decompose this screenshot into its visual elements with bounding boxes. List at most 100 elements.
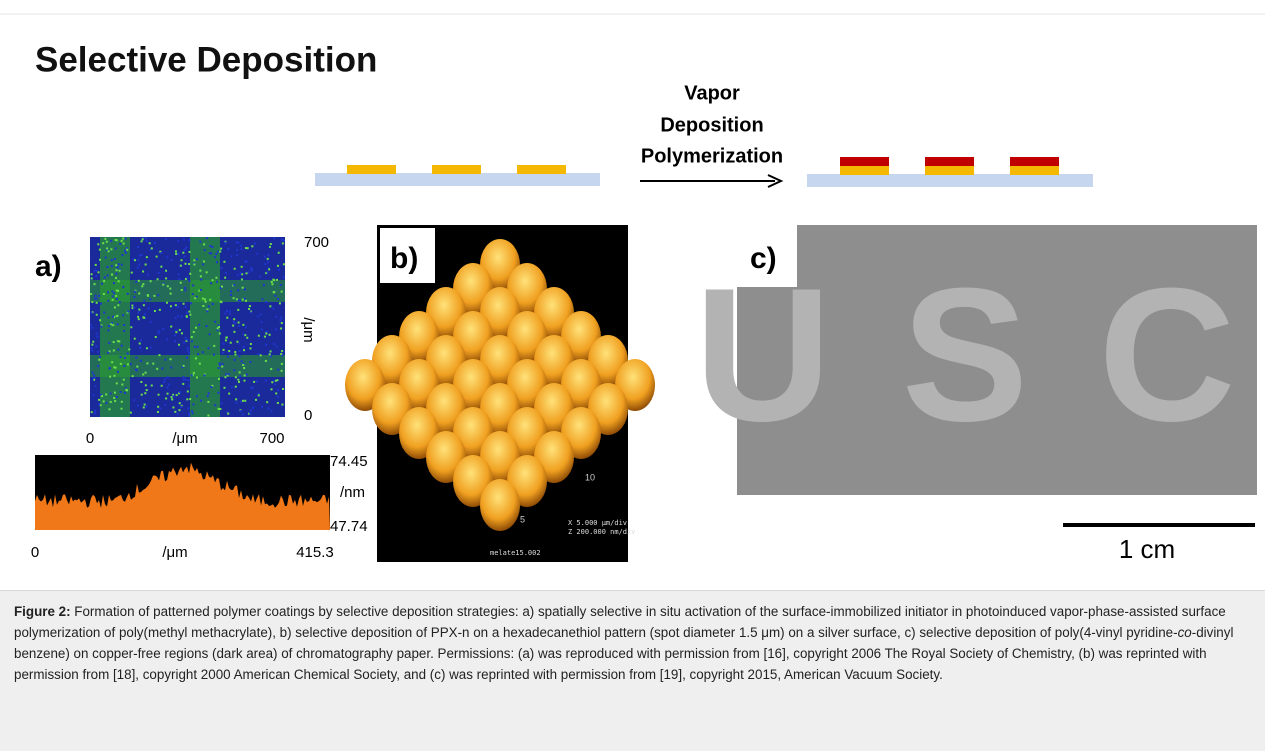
speck	[166, 387, 168, 389]
speck	[167, 376, 169, 378]
speck	[111, 274, 113, 276]
speck	[107, 291, 109, 293]
speck	[100, 303, 102, 305]
speck	[95, 270, 97, 272]
speck	[244, 298, 246, 300]
speck	[182, 376, 184, 378]
speck	[181, 315, 183, 317]
speck	[238, 343, 240, 345]
speck	[192, 404, 194, 406]
speck	[223, 261, 225, 263]
speck	[108, 408, 110, 410]
speck	[195, 327, 197, 329]
speck	[170, 366, 172, 368]
speck	[230, 294, 232, 296]
speck	[178, 273, 180, 275]
speck	[121, 401, 123, 403]
speck	[177, 306, 179, 308]
speck	[150, 280, 152, 282]
speck	[125, 389, 127, 391]
speck	[242, 400, 244, 402]
speck	[263, 284, 265, 286]
speck	[106, 266, 108, 268]
speck	[120, 356, 122, 358]
speck	[135, 281, 137, 283]
speck	[114, 306, 116, 308]
speck	[150, 321, 152, 323]
speck	[199, 270, 201, 272]
speck	[98, 359, 100, 361]
speck	[281, 350, 283, 352]
speck	[107, 329, 109, 331]
speck	[227, 248, 229, 250]
speck	[96, 333, 98, 335]
speck	[164, 404, 166, 406]
speck	[239, 375, 241, 377]
speck	[160, 252, 162, 254]
speck	[187, 350, 189, 352]
speck	[107, 300, 109, 302]
speck	[183, 239, 185, 241]
speck	[185, 306, 187, 308]
speck	[231, 386, 233, 388]
scale-bar-label: 1 cm	[1119, 534, 1175, 564]
speck	[110, 248, 112, 250]
speck	[119, 270, 121, 272]
speck	[277, 389, 279, 391]
speck	[98, 295, 100, 297]
speck	[179, 402, 181, 404]
speck	[270, 410, 272, 412]
speck	[219, 408, 221, 410]
speck	[90, 293, 92, 295]
speck	[123, 243, 125, 245]
speck	[140, 381, 142, 383]
speck	[278, 269, 280, 271]
speck	[192, 412, 194, 414]
speck	[225, 272, 227, 274]
speck	[181, 289, 183, 291]
speck	[157, 294, 159, 296]
speck	[246, 374, 248, 376]
speck	[212, 279, 214, 281]
speck	[143, 304, 145, 306]
figure: Selective Deposition Vapor Deposition Po…	[0, 0, 1265, 590]
speck	[105, 402, 107, 404]
speck	[233, 318, 235, 320]
speck	[234, 268, 236, 270]
speck	[194, 346, 196, 348]
speck	[186, 357, 188, 359]
speck	[117, 349, 119, 351]
speck	[117, 304, 119, 306]
speck	[114, 400, 116, 402]
speck	[266, 401, 268, 403]
speck	[240, 248, 242, 250]
speck	[113, 397, 115, 399]
speck	[241, 278, 243, 280]
afm-tick: 5	[520, 514, 525, 524]
speck	[115, 239, 117, 241]
speck	[261, 298, 263, 300]
speck	[186, 398, 188, 400]
axis-label: 0	[86, 430, 94, 447]
speck	[144, 404, 146, 406]
speck	[235, 398, 237, 400]
speck	[250, 267, 252, 269]
speck	[180, 282, 182, 284]
speck	[186, 277, 188, 279]
speck	[121, 384, 123, 386]
speck	[199, 241, 201, 243]
speck	[111, 265, 113, 267]
speck	[189, 314, 191, 316]
speck	[127, 352, 129, 354]
axis-label: 47.74	[330, 518, 368, 535]
speck	[145, 263, 147, 265]
speck	[243, 349, 245, 351]
speck	[125, 237, 127, 239]
speck	[123, 379, 125, 381]
speck	[143, 300, 145, 302]
speck	[264, 336, 266, 338]
speck	[269, 334, 271, 336]
speck	[203, 243, 205, 245]
speck	[108, 342, 110, 344]
speck	[270, 243, 272, 245]
